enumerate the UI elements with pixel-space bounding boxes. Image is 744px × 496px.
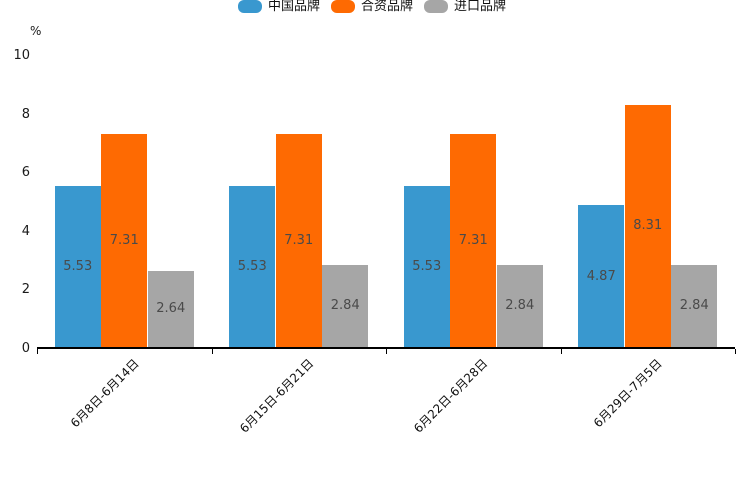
legend-item-label: 合资品牌 bbox=[360, 0, 413, 14]
bar-value-label: 7.31 bbox=[109, 232, 139, 248]
bar-value-label: 8.31 bbox=[633, 218, 663, 234]
y-axis-tick-label: 6 bbox=[21, 165, 30, 181]
chart-legend: 中国品牌 合资品牌 进口品牌 bbox=[0, 0, 744, 13]
x-axis-tick bbox=[37, 349, 38, 354]
bar-value-label: 2.84 bbox=[505, 298, 535, 314]
bar-value-label: 2.84 bbox=[330, 298, 360, 314]
bar-value-label: 4.87 bbox=[586, 268, 616, 284]
x-axis-tick bbox=[735, 349, 736, 354]
bar-中国品牌-1[interactable] bbox=[54, 185, 101, 348]
y-axis-tick-label: 2 bbox=[21, 282, 30, 298]
x-axis-category-label: 6月8日-6月14日 bbox=[67, 356, 142, 431]
y-axis-unit-label: % bbox=[30, 24, 42, 38]
x-axis-category-label: 6月15日-6月21日 bbox=[236, 356, 316, 436]
x-axis-tick bbox=[211, 349, 213, 354]
legend-item-3[interactable]: 进口品牌 bbox=[424, 0, 506, 13]
bar-value-label: 5.53 bbox=[237, 258, 267, 274]
bar-进口品牌-2[interactable] bbox=[322, 264, 369, 348]
bar-中国品牌-4[interactable] bbox=[578, 205, 625, 348]
bar-value-label: 2.84 bbox=[679, 298, 709, 314]
legend-swatch-icon bbox=[330, 0, 355, 13]
x-axis-category-label: 6月22日-6月28日 bbox=[411, 356, 491, 436]
x-axis-tick bbox=[386, 349, 387, 354]
bar-value-label: 2.64 bbox=[156, 301, 186, 317]
legend-item-1[interactable]: 中国品牌 bbox=[237, 0, 320, 14]
bar-中国品牌-3[interactable] bbox=[403, 185, 450, 348]
legend-swatch-icon bbox=[237, 0, 262, 13]
bar-进口品牌-3[interactable] bbox=[496, 264, 543, 348]
bar-合资品牌-4[interactable] bbox=[624, 104, 671, 348]
bar-合资品牌-1[interactable] bbox=[101, 133, 148, 348]
legend-swatch-icon bbox=[424, 0, 448, 13]
x-axis-category-label: 6月29日-7月5日 bbox=[591, 356, 665, 431]
y-axis-tick-label: 0 bbox=[21, 341, 30, 356]
bar-value-label: 5.53 bbox=[63, 258, 93, 274]
y-axis-tick-label: 8 bbox=[21, 106, 30, 122]
x-axis-line bbox=[37, 347, 735, 349]
bar-value-label: 7.31 bbox=[458, 232, 488, 248]
legend-item-label: 中国品牌 bbox=[267, 0, 320, 14]
bar-中国品牌-2[interactable] bbox=[229, 185, 276, 348]
bar-value-label: 7.31 bbox=[284, 232, 314, 248]
bar-进口品牌-4[interactable] bbox=[671, 264, 718, 348]
legend-item-2[interactable]: 合资品牌 bbox=[330, 0, 413, 14]
legend-item-label: 进口品牌 bbox=[454, 0, 507, 14]
bar-合资品牌-3[interactable] bbox=[450, 133, 497, 348]
y-axis-tick-label: 10 bbox=[13, 48, 30, 63]
bar-value-label: 5.53 bbox=[412, 258, 442, 274]
y-axis-tick-label: 4 bbox=[21, 223, 30, 239]
x-axis-tick bbox=[560, 349, 562, 354]
bar-合资品牌-2[interactable] bbox=[275, 133, 322, 348]
bar-进口品牌-1[interactable] bbox=[147, 270, 194, 348]
